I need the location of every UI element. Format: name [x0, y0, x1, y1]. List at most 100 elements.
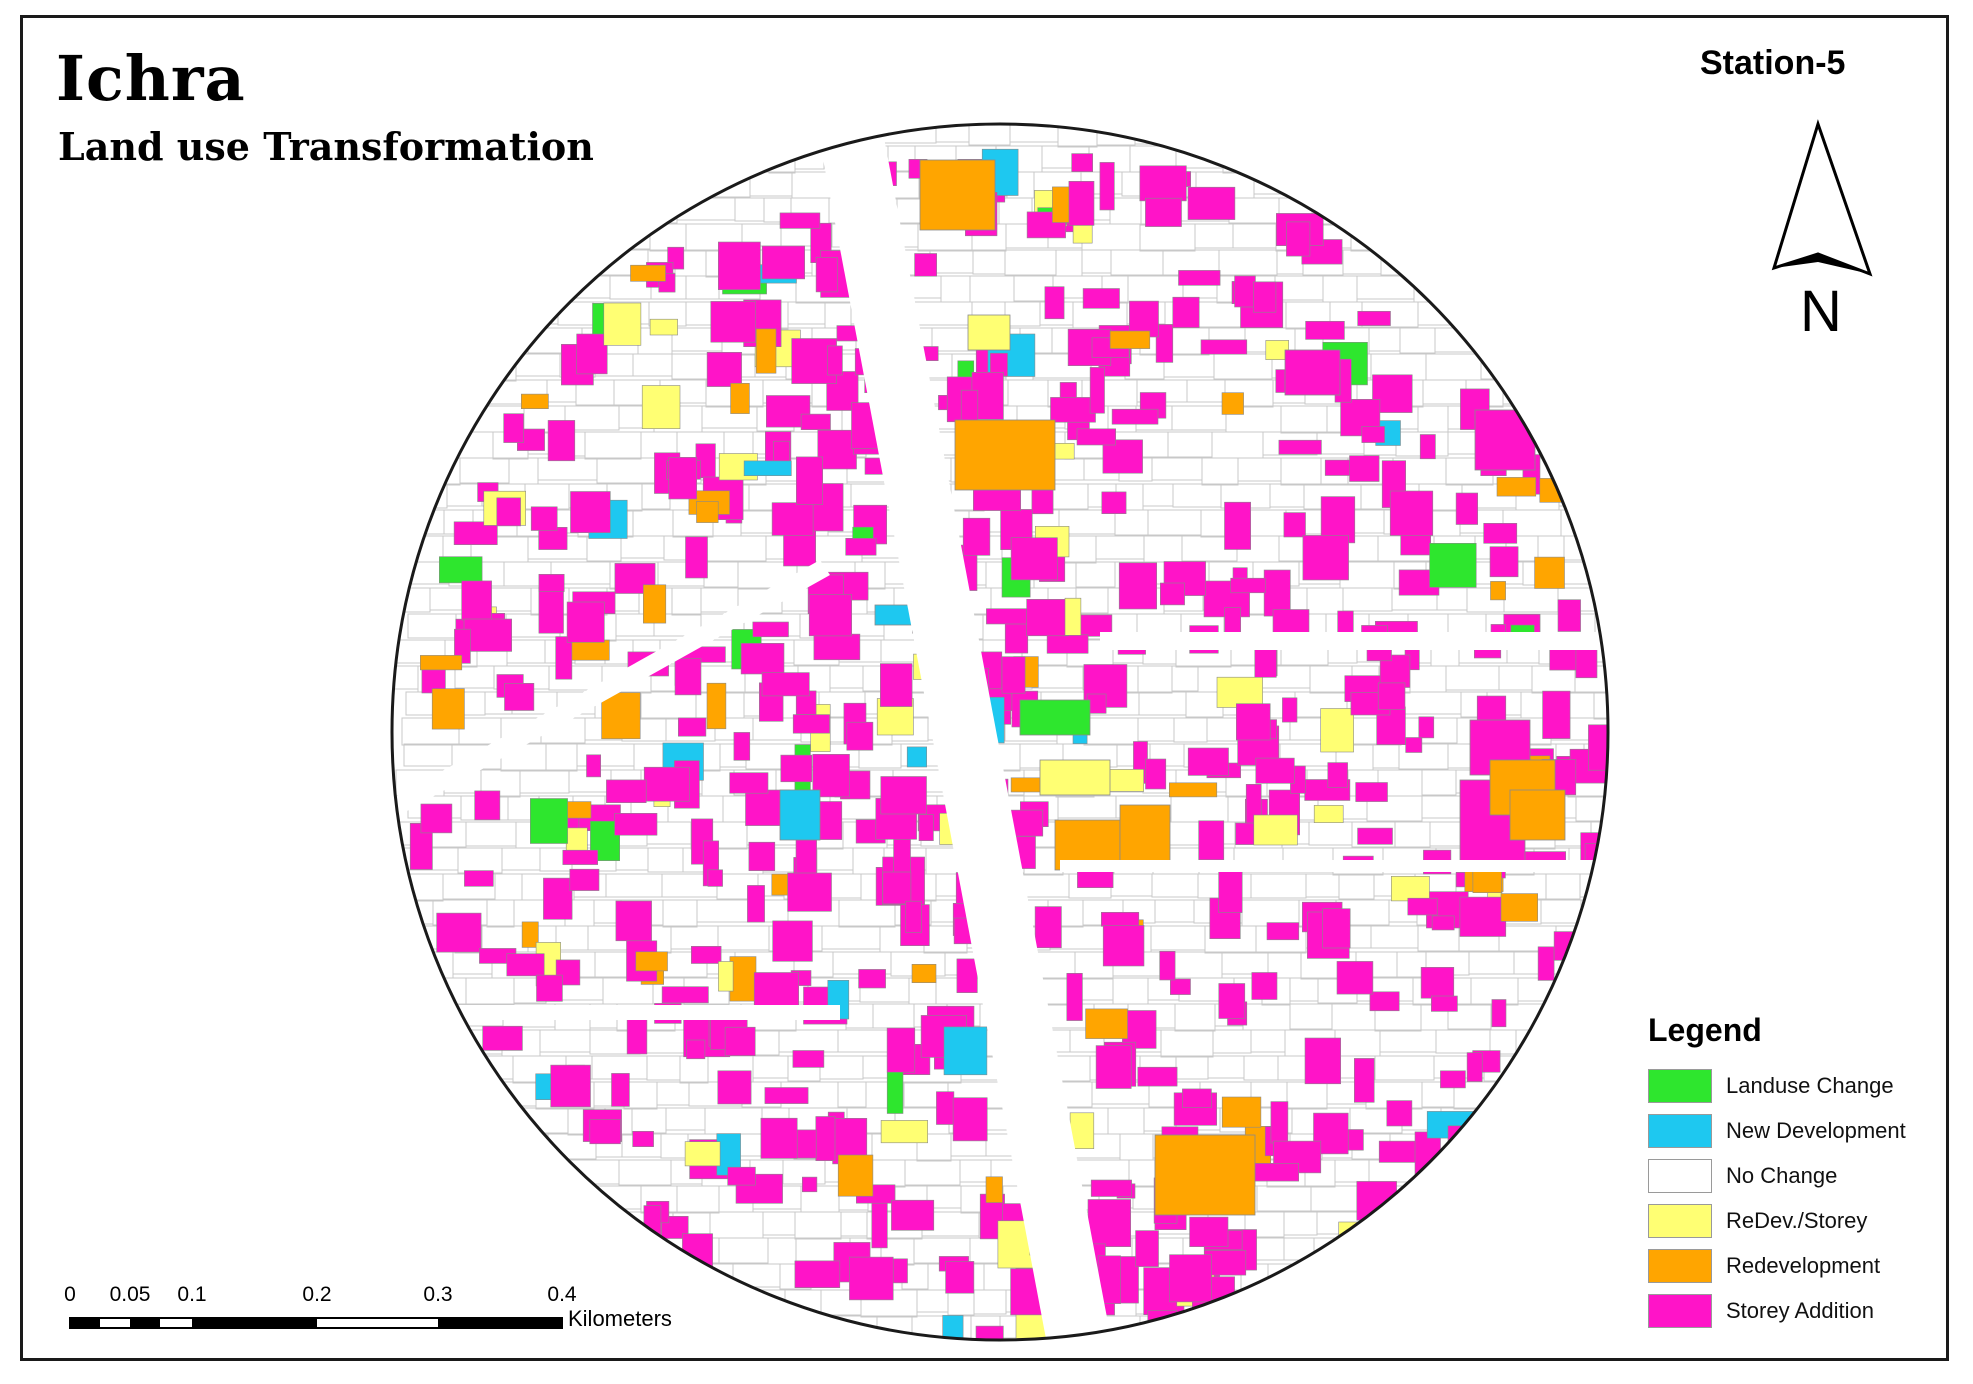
parcel-outline	[1180, 1342, 1226, 1366]
parcel	[1420, 966, 1455, 999]
parcel	[1490, 581, 1506, 601]
parcel-outline	[1500, 171, 1556, 199]
parcel	[1282, 697, 1298, 723]
parcel	[1066, 972, 1083, 1021]
parcel-outline	[1401, 1289, 1433, 1318]
parcel	[453, 521, 498, 545]
parcel	[1087, 1199, 1132, 1248]
parcel	[1068, 181, 1095, 226]
parcel	[1405, 737, 1423, 753]
parcel-outline	[1441, 171, 1502, 196]
parcel-outline	[1202, 124, 1241, 144]
parcel	[1085, 1008, 1128, 1039]
parcel	[1236, 703, 1271, 741]
parcel-outline	[1413, 1342, 1442, 1366]
parcel-outline	[601, 145, 658, 174]
parcel-outline	[1038, 1342, 1089, 1366]
parcel	[1263, 569, 1291, 617]
parcel-outline	[462, 275, 517, 300]
parcel	[1327, 762, 1348, 788]
legend-item-storey-addition: Storey Addition	[1648, 1288, 1938, 1333]
parcel-outline	[1516, 1315, 1571, 1340]
parcel	[1322, 908, 1351, 949]
parcel	[504, 682, 535, 711]
parcel	[1553, 931, 1582, 961]
parcel	[1089, 367, 1105, 414]
parcel-outline	[1612, 380, 1640, 405]
parcel	[589, 1119, 621, 1145]
parcel-outline	[1468, 223, 1499, 251]
parcel-outline	[1595, 171, 1608, 199]
eastern-road	[1100, 632, 1608, 650]
parcel-outline	[1489, 249, 1530, 278]
parcel	[1178, 270, 1221, 286]
parcel	[1431, 995, 1458, 1012]
parcel	[1076, 428, 1117, 446]
parcel-outline	[1567, 145, 1608, 171]
parcel-outline	[1605, 124, 1608, 146]
parcel	[985, 1176, 1003, 1203]
parcel-outline	[1439, 124, 1469, 144]
parcel	[1500, 893, 1539, 922]
legend-label: ReDev./Storey	[1726, 1207, 1868, 1233]
parcel	[1170, 978, 1191, 995]
parcel-outline	[1382, 223, 1427, 251]
parcel-outline	[458, 1289, 495, 1316]
parcel-outline	[1554, 171, 1597, 197]
parcel	[1418, 716, 1435, 739]
parcel-outline	[1565, 249, 1608, 275]
parcel-outline	[688, 1315, 747, 1339]
parcel-outline	[394, 431, 441, 455]
parcel-outline	[1534, 353, 1571, 379]
parcel	[882, 871, 912, 905]
parcel-large	[439, 374, 476, 406]
parcel-outline	[1293, 1263, 1323, 1291]
parcel	[858, 969, 886, 989]
parcel	[914, 253, 937, 277]
parcel	[536, 974, 563, 1002]
parcel-outline	[515, 275, 568, 304]
parcel-outline	[1513, 1211, 1548, 1236]
parcel-outline	[1582, 1003, 1608, 1027]
parcel-outline	[640, 1263, 681, 1289]
parcel	[1419, 434, 1436, 460]
parcel-outline	[1593, 405, 1608, 433]
parcel-outline	[1187, 1315, 1227, 1340]
parcel-outline	[392, 1003, 449, 1030]
parcel	[706, 351, 742, 387]
parcel	[813, 633, 861, 661]
parcel	[787, 872, 832, 912]
parcel-outline	[1594, 431, 1608, 456]
parcel	[611, 1073, 630, 1107]
parcel-outline	[1283, 1315, 1336, 1340]
parcel	[503, 413, 524, 443]
parcel	[1266, 922, 1300, 941]
parcel	[606, 779, 647, 804]
parcel	[1391, 875, 1430, 902]
parcel-outline	[1605, 197, 1608, 223]
parcel-outline	[571, 1237, 630, 1264]
parcel-outline	[1569, 1315, 1608, 1340]
parcel	[880, 776, 927, 815]
scale-tick-label: 0.2	[302, 1283, 332, 1306]
parcel-outline	[1590, 925, 1608, 951]
parcel	[886, 1071, 904, 1114]
parcel-outline	[1474, 275, 1505, 304]
parcel-outline	[1613, 744, 1648, 769]
parcel-outline	[403, 1185, 457, 1211]
parcel-outline	[512, 197, 573, 225]
parcel-outline	[425, 197, 461, 224]
parcel	[886, 1027, 916, 1073]
parcel-outline	[475, 249, 505, 273]
parcel-outline	[656, 145, 696, 171]
parcel-outline	[1483, 1211, 1515, 1238]
parcel-outline	[1528, 1237, 1564, 1263]
parcel	[1010, 537, 1058, 581]
parcel-outline	[497, 223, 545, 248]
parcel	[1111, 408, 1159, 425]
parcel	[801, 1176, 818, 1193]
parcel	[1187, 186, 1236, 220]
north-label: N	[1800, 279, 1842, 344]
parcel	[1216, 676, 1263, 708]
parcel-outline	[1587, 1211, 1608, 1235]
